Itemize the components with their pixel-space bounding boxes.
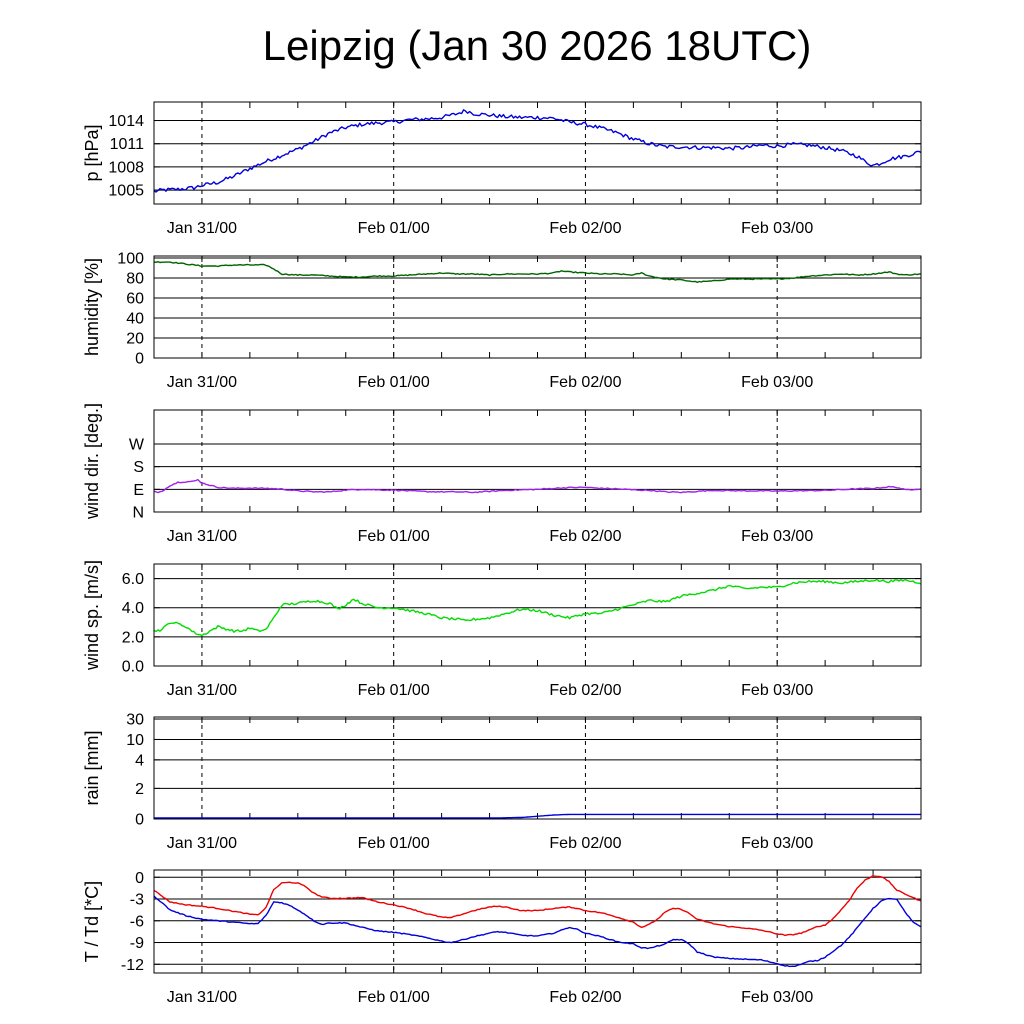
wind_dir-tick-label: W (129, 437, 145, 454)
humidity-x-label: Feb 01/00 (358, 374, 430, 391)
pressure-x-label: Feb 03/00 (741, 220, 813, 237)
rain-tick-label: 30 (126, 712, 144, 729)
wind_dir-x-label: Feb 01/00 (358, 528, 430, 545)
pressure-tick-label: 1011 (110, 136, 145, 153)
wind_dir-tick-label: E (133, 482, 144, 499)
wind_speed-frame (153, 563, 922, 667)
rain-x-label: Feb 03/00 (741, 835, 813, 852)
rain-tick-label: 2 (135, 781, 144, 798)
pressure-tick-label: 1005 (108, 183, 144, 200)
wind_speed-x-label: Feb 01/00 (358, 682, 430, 699)
pressure-series-p (153, 109, 922, 193)
humidity-x-label: Feb 02/00 (549, 374, 621, 391)
humidity-x-label: Feb 03/00 (741, 374, 813, 391)
rain-x-label: Feb 01/00 (358, 835, 430, 852)
temperature-series-Td (153, 895, 922, 968)
wind_speed-x-label: Jan 31/00 (167, 682, 237, 699)
wind_speed-tick-label: 2.0 (122, 629, 144, 646)
rain-tick-label: 0 (135, 812, 144, 829)
temperature-series-T (153, 875, 922, 937)
humidity-frame (153, 255, 922, 359)
rain-x-label: Feb 02/00 (549, 835, 621, 852)
humidity-tick-label: 40 (126, 311, 144, 328)
humidity-tick-label: 100 (117, 251, 144, 268)
humidity-series-humidity (153, 261, 922, 284)
pressure-x-label: Jan 31/00 (167, 220, 237, 237)
pressure-tick-label: 1014 (108, 113, 144, 130)
wind_speed-tick-label: 4.0 (122, 600, 144, 617)
temperature-tick-label: 0 (135, 870, 144, 887)
pressure-x-label: Feb 02/00 (549, 220, 621, 237)
temperature-frame (153, 869, 922, 974)
temperature-tick-label: -12 (121, 957, 144, 974)
humidity-x-label: Jan 31/00 (167, 374, 237, 391)
temperature-x-label: Feb 03/00 (741, 989, 813, 1006)
temperature-tick-label: -6 (130, 913, 144, 930)
wind_speed-series-wind_speed (153, 578, 922, 637)
rain-x-label: Jan 31/00 (167, 835, 237, 852)
wind_dir-x-label: Jan 31/00 (167, 528, 237, 545)
wind_dir-frame (153, 409, 922, 513)
temperature-tick-label: -3 (130, 892, 144, 909)
pressure-x-label: Feb 01/00 (358, 220, 430, 237)
humidity-axis-title: humidity [%] (82, 258, 102, 356)
wind_dir-tick-label: S (133, 459, 144, 476)
rain-series-rain (154, 813, 921, 819)
wind_speed-axis-title: wind sp. [m/s] (82, 560, 102, 671)
temperature-axis-title: T / Td [*C] (82, 881, 102, 962)
pressure-axis-title: p [hPa] (82, 124, 102, 181)
humidity-tick-label: 20 (126, 331, 144, 348)
rain-axis-title: rain [mm] (82, 730, 102, 805)
pressure-tick-label: 1008 (108, 159, 144, 176)
wind_dir-x-label: Feb 02/00 (549, 528, 621, 545)
humidity-tick-label: 0 (135, 351, 144, 368)
wind_dir-series-wind_dir (153, 478, 922, 494)
chart-title: Leipzig (Jan 30 2026 18UTC) (262, 22, 812, 69)
rain-frame (153, 716, 922, 820)
temperature-x-label: Feb 01/00 (358, 989, 430, 1006)
rain-tick-label: 10 (126, 732, 144, 749)
wind_speed-x-label: Feb 03/00 (741, 682, 813, 699)
pressure-frame (153, 101, 922, 205)
temperature-x-label: Feb 02/00 (549, 989, 621, 1006)
wind_dir-tick-label: N (132, 505, 144, 522)
humidity-tick-label: 60 (126, 291, 144, 308)
humidity-tick-label: 80 (126, 271, 144, 288)
wind_dir-axis-title: wind dir. [deg.] (82, 403, 102, 520)
temperature-x-label: Jan 31/00 (167, 989, 237, 1006)
rain-tick-label: 4 (135, 752, 144, 769)
temperature-tick-label: -9 (130, 935, 144, 952)
wind_speed-tick-label: 0.0 (122, 659, 144, 676)
wind_speed-tick-label: 6.0 (122, 571, 144, 588)
wind_dir-x-label: Feb 03/00 (741, 528, 813, 545)
wind_speed-x-label: Feb 02/00 (549, 682, 621, 699)
